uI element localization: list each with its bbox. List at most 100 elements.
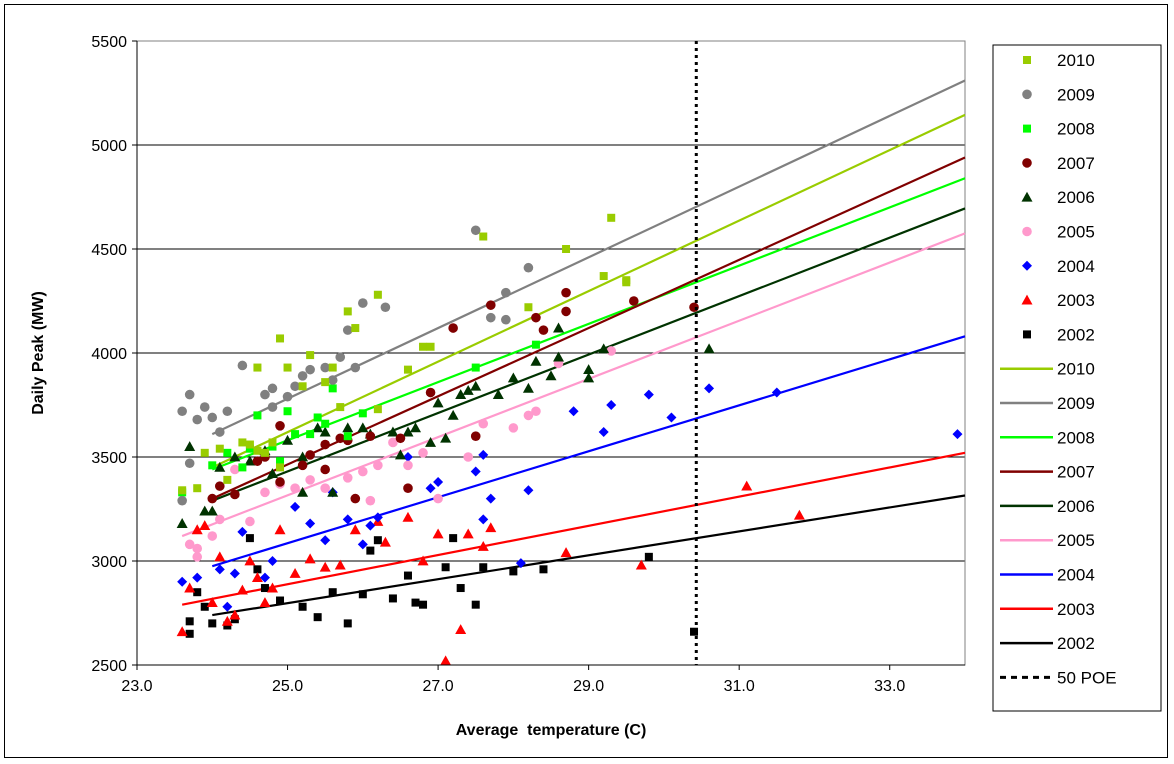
point-2009 xyxy=(177,406,187,417)
point-2009 xyxy=(501,314,511,325)
point-2007 xyxy=(425,387,436,398)
point-2004 xyxy=(598,427,609,438)
point-2003 xyxy=(244,555,256,566)
point-2003 xyxy=(379,536,391,547)
point-2004 xyxy=(222,601,233,612)
point-2005 xyxy=(418,448,428,458)
point-2010 xyxy=(599,272,608,281)
point-2010 xyxy=(328,363,337,372)
point-2010 xyxy=(373,290,382,299)
y-tick-label: 4500 xyxy=(91,242,127,259)
point-2010 xyxy=(276,463,285,472)
point-2003 xyxy=(417,555,429,566)
point-2006 xyxy=(583,372,595,383)
point-2009 xyxy=(358,298,368,308)
point-2005 xyxy=(305,475,315,485)
point-2006 xyxy=(703,343,715,354)
point-2003 xyxy=(402,511,414,522)
point-2006 xyxy=(312,422,324,433)
point-2006 xyxy=(598,343,610,354)
point-2006 xyxy=(319,426,331,437)
point-2007 xyxy=(275,477,285,487)
point-2010 xyxy=(306,351,315,360)
point-2008 xyxy=(343,432,352,441)
point-2010 xyxy=(562,245,571,253)
point-2007 xyxy=(335,433,346,444)
point-2007 xyxy=(629,296,639,306)
point-2010 xyxy=(479,232,488,241)
point-2003 xyxy=(793,509,805,520)
point-2002 xyxy=(245,534,254,543)
point-2002 xyxy=(200,602,209,611)
point-2005 xyxy=(192,552,203,562)
point-2007 xyxy=(230,489,240,500)
point-2004 xyxy=(177,576,188,587)
point-2010 xyxy=(223,475,232,484)
point-2007 xyxy=(561,306,571,317)
point-2004 xyxy=(643,389,654,400)
point-2010 xyxy=(426,342,435,351)
point-2004 xyxy=(259,572,270,583)
point-2008 xyxy=(471,363,480,372)
point-2007 xyxy=(350,493,361,504)
point-2006 xyxy=(206,505,218,516)
point-2007 xyxy=(395,433,406,444)
point-2009 xyxy=(237,360,248,371)
point-2010 xyxy=(351,324,360,333)
point-2009 xyxy=(297,371,308,381)
legend-label: 2004 xyxy=(1057,566,1095,585)
point-2006 xyxy=(282,434,294,445)
point-2006 xyxy=(425,436,437,447)
point-2008 xyxy=(238,463,247,472)
legend-marker-2002 xyxy=(1023,330,1031,339)
point-2004 xyxy=(214,564,225,575)
point-2006 xyxy=(199,505,211,516)
x-tick-label: 33.0 xyxy=(874,678,905,695)
trendline-2010 xyxy=(211,113,966,469)
legend-marker-2006 xyxy=(1021,191,1033,202)
point-2006 xyxy=(553,351,565,362)
point-2006 xyxy=(545,370,557,381)
point-2005 xyxy=(508,423,519,433)
point-2002 xyxy=(509,567,518,576)
point-2005 xyxy=(478,418,489,429)
chart-frame: 2500 3000 3500 4000 4500 5000 5500 23.0 25.0 27.0… xyxy=(4,4,1168,758)
point-2006 xyxy=(327,486,339,497)
point-2002 xyxy=(328,588,337,597)
legend-label: 2003 xyxy=(1057,600,1095,619)
legend-label: 50 POE xyxy=(1057,668,1117,687)
point-2010 xyxy=(276,334,285,343)
point-2010 xyxy=(268,438,277,447)
point-2004 xyxy=(478,514,489,525)
legend-label: 2010 xyxy=(1057,51,1095,70)
point-2002 xyxy=(644,552,653,561)
point-2008 xyxy=(291,430,300,439)
legend-marker-2007 xyxy=(1022,158,1032,168)
point-2003 xyxy=(221,615,233,626)
point-2006 xyxy=(455,389,467,399)
point-2009 xyxy=(470,225,481,236)
point-2010 xyxy=(403,365,412,374)
point-2006 xyxy=(387,426,399,437)
y-tick-label: 5500 xyxy=(91,34,127,51)
point-2010 xyxy=(260,448,269,457)
point-2004 xyxy=(666,412,677,423)
data-points xyxy=(176,213,963,666)
point-2002 xyxy=(276,596,285,605)
point-2005 xyxy=(365,495,376,506)
point-2009 xyxy=(177,495,187,506)
point-2003 xyxy=(251,572,263,583)
point-2007 xyxy=(485,300,496,310)
legend-marker-2005 xyxy=(1022,226,1032,237)
point-2005 xyxy=(606,346,617,356)
legend-label: 2006 xyxy=(1057,497,1095,516)
point-2002 xyxy=(441,563,450,572)
point-2004 xyxy=(952,429,963,440)
point-2009 xyxy=(290,381,300,392)
point-2003 xyxy=(229,609,241,620)
point-2008 xyxy=(328,384,337,393)
point-2009 xyxy=(207,412,218,423)
point-2003 xyxy=(319,561,331,572)
axes: 2500 3000 3500 4000 4500 5000 5500 23.0 25.0 27.0… xyxy=(30,34,965,739)
point-2010 xyxy=(200,448,209,457)
